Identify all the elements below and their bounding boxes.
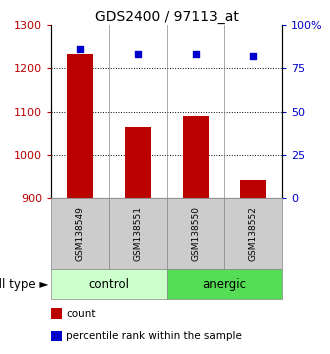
Bar <box>51 198 109 269</box>
Bar <box>51 308 61 319</box>
Bar <box>224 198 282 269</box>
Bar <box>67 54 93 198</box>
Bar <box>125 127 151 198</box>
Text: GSM138552: GSM138552 <box>249 206 258 261</box>
Point <box>135 51 140 57</box>
Bar <box>167 198 224 269</box>
Text: GSM138551: GSM138551 <box>133 206 142 261</box>
Bar <box>182 116 209 198</box>
Bar <box>167 269 282 299</box>
Point <box>77 46 82 52</box>
Text: count: count <box>66 309 96 319</box>
Point <box>193 51 198 57</box>
Point <box>251 53 256 59</box>
Bar <box>51 269 167 299</box>
Bar <box>51 331 61 341</box>
Title: GDS2400 / 97113_at: GDS2400 / 97113_at <box>95 10 239 24</box>
Text: anergic: anergic <box>202 278 247 291</box>
Text: cell type ►: cell type ► <box>0 278 49 291</box>
Text: percentile rank within the sample: percentile rank within the sample <box>66 331 242 341</box>
Bar <box>109 198 167 269</box>
Text: control: control <box>88 278 129 291</box>
Bar <box>240 180 266 198</box>
Text: GSM138550: GSM138550 <box>191 206 200 261</box>
Text: GSM138549: GSM138549 <box>76 206 84 261</box>
